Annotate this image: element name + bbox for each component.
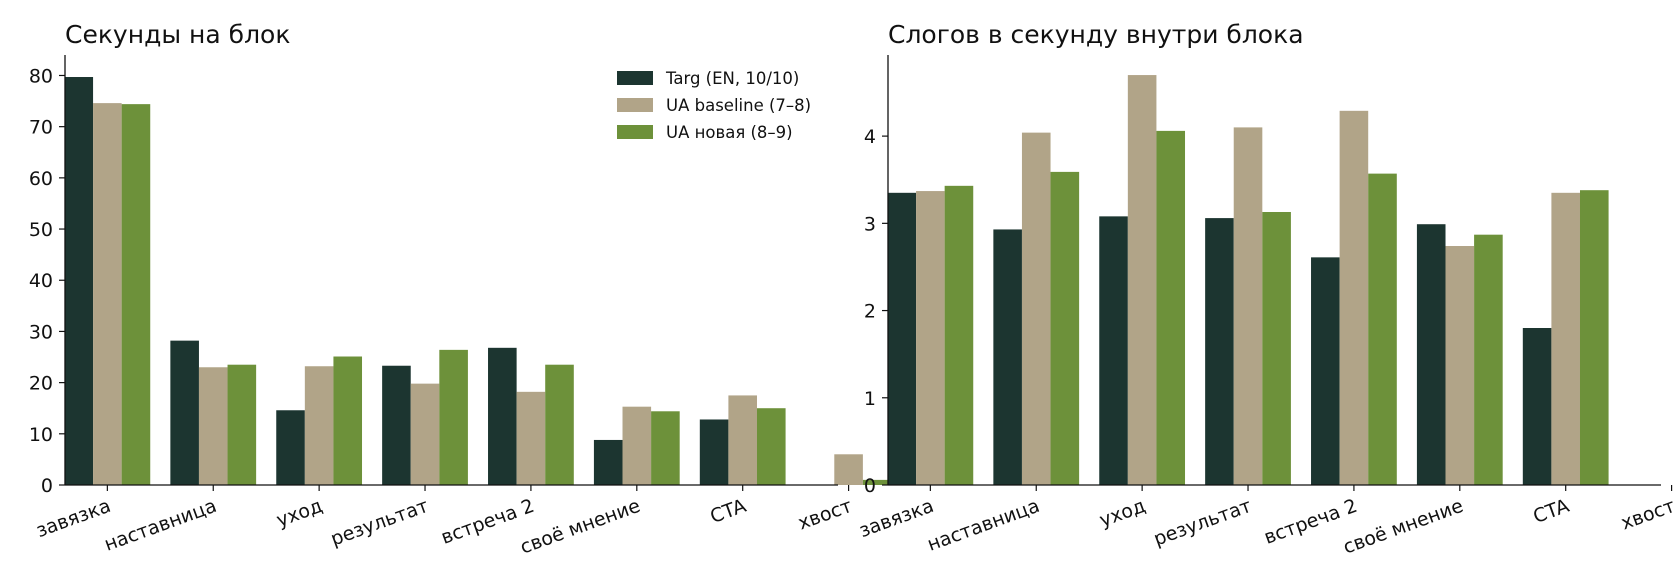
legend-swatch-ua-new [617,125,653,139]
bar-уход-series-2 [333,356,363,485]
chart-syllables-per-second: Слогов в секунду внутри блока 01234завяз… [856,20,1678,559]
bar-встреча-2-series-2 [1368,173,1397,485]
bar-cta-series-2 [1579,190,1609,485]
bar-наставница-series-0 [993,229,1022,485]
legend-label-targ: Targ (EN, 10/10) [665,69,799,88]
bar-своё-мнение-series-0 [593,439,623,485]
bar-завязка-series-2 [121,104,151,485]
x-tick-label-хвост: хвост [795,495,855,535]
y-tick-label: 2 [864,301,876,323]
bar-своё-мнение-series-2 [651,411,680,485]
x-tick-label-наставница: наставница [924,495,1042,556]
x-tick-label-cta: CTA [1530,495,1572,528]
y-tick-label: 0 [864,475,876,497]
bar-результат-series-1 [410,383,440,485]
bar-результат-series-1 [1233,127,1263,485]
y-tick-label: 1 [864,388,876,410]
bar-cta-series-0 [1522,328,1552,485]
y-tick-label: 70 [29,117,53,139]
bar-встреча-2-series-1 [1339,110,1369,485]
bar-своё-мнение-series-2 [1474,234,1503,485]
y-tick-label: 40 [29,270,53,292]
bar-cta-series-1 [1551,192,1580,485]
y-tick-label: 80 [29,65,53,87]
y-tick-label: 60 [29,168,53,190]
bar-уход-series-1 [304,366,334,485]
bar-наставница-series-1 [1021,132,1051,485]
y-tick-label: 10 [29,424,53,446]
bar-результат-series-0 [1205,218,1234,485]
bar-наставница-series-2 [1050,171,1080,485]
y-tick-label: 20 [29,373,53,395]
x-tick-label-хвост: хвост [1618,495,1678,535]
bar-наставница-series-1 [198,367,228,485]
chart-title: Секунды на блок [65,20,290,49]
bar-своё-мнение-series-1 [1445,246,1475,485]
bar-cta-series-2 [756,408,786,485]
x-tick-label-уход: уход [274,495,326,532]
bar-завязка-series-0 [64,77,94,485]
bar-встреча-2-series-2 [545,364,574,485]
bar-завязка-series-2 [944,185,974,485]
bar-завязка-series-0 [887,192,917,485]
y-tick-label: 3 [864,213,876,235]
bar-результат-series-2 [1262,212,1291,485]
y-tick-label: 30 [29,321,53,343]
bar-хвост-series-1 [834,454,863,485]
bar-своё-мнение-series-1 [622,406,652,485]
x-tick-label-наставница: наставница [101,495,219,556]
bar-уход-series-2 [1156,130,1186,485]
x-tick-label-cta: CTA [707,495,749,528]
bar-завязка-series-1 [916,191,945,485]
y-tick-label: 50 [29,219,53,241]
legend-label-ua-baseline: UA baseline (7–8) [666,96,811,115]
bar-group [64,77,892,486]
x-tick-label-результат: результат [1151,495,1255,551]
chart-title: Слогов в секунду внутри блока [888,20,1304,49]
bar-cta-series-1 [728,395,757,485]
legend-swatch-targ [617,71,653,85]
bar-результат-series-0 [382,365,411,485]
bar-наставница-series-0 [170,340,199,485]
bar-уход-series-0 [276,410,305,485]
x-tick-label-своё-мнение: своё мнение [1340,495,1466,559]
legend: Targ (EN, 10/10) UA baseline (7–8) UA но… [617,69,811,142]
y-tick-label: 0 [41,475,53,497]
bar-встреча-2-series-0 [1311,257,1340,485]
x-tick-label-уход: уход [1097,495,1149,532]
bar-уход-series-0 [1099,216,1128,486]
bar-уход-series-1 [1127,75,1157,485]
legend-swatch-ua-baseline [617,98,653,112]
chart-seconds-per-block: Секунды на блок 01020304050607080завязка… [29,20,892,559]
bar-своё-мнение-series-0 [1416,224,1446,485]
bar-завязка-series-1 [93,103,122,486]
x-tick-label-результат: результат [328,495,432,551]
bar-встреча-2-series-1 [516,391,546,485]
bar-результат-series-2 [439,349,468,485]
y-tick-label: 4 [864,126,876,148]
bar-наставница-series-2 [227,364,257,485]
x-tick-label-своё-мнение: своё мнение [517,495,643,559]
bar-встреча-2-series-0 [488,347,517,485]
bar-group [887,75,1609,486]
legend-label-ua-new: UA новая (8–9) [666,123,793,142]
bar-cta-series-0 [699,419,729,485]
bar-хвост-series-2 [862,479,892,485]
